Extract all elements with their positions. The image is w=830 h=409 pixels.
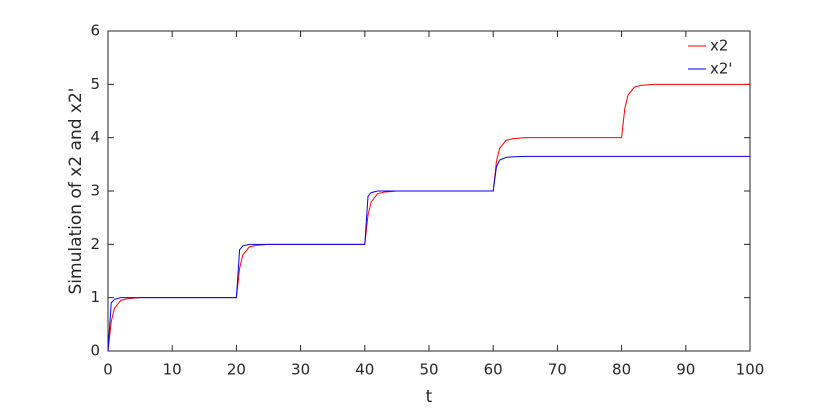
line (107, 155, 750, 352)
legend-label: x2 (710, 37, 728, 55)
y-axis-label: Simulation of x2 and x2' (66, 88, 86, 295)
x-axis-label: t (426, 387, 433, 407)
y-tick-label: 6 (90, 22, 100, 40)
x-tick-label: 20 (227, 361, 246, 379)
x-tick-label: 50 (419, 361, 438, 379)
x-tick-label: 0 (103, 361, 113, 379)
x-tick-label: 100 (736, 361, 765, 379)
x-tick-label: 40 (355, 361, 374, 379)
y-tick-label: 0 (90, 342, 100, 360)
x-tick-label: 90 (676, 361, 695, 379)
x-tick-label: 80 (612, 361, 631, 379)
y-tick-label: 5 (90, 75, 100, 93)
y-tick-label: 4 (90, 128, 100, 146)
x-tick-label: 60 (484, 361, 503, 379)
y-tick-label: 2 (90, 235, 100, 253)
line (107, 83, 750, 352)
x-tick-label: 70 (548, 361, 567, 379)
y-tick-label: 1 (90, 288, 100, 306)
x-tick-label: 10 (163, 361, 182, 379)
y-tick-label: 3 (90, 182, 100, 200)
x-tick-label: 30 (291, 361, 310, 379)
legend-label: x2' (710, 60, 733, 78)
